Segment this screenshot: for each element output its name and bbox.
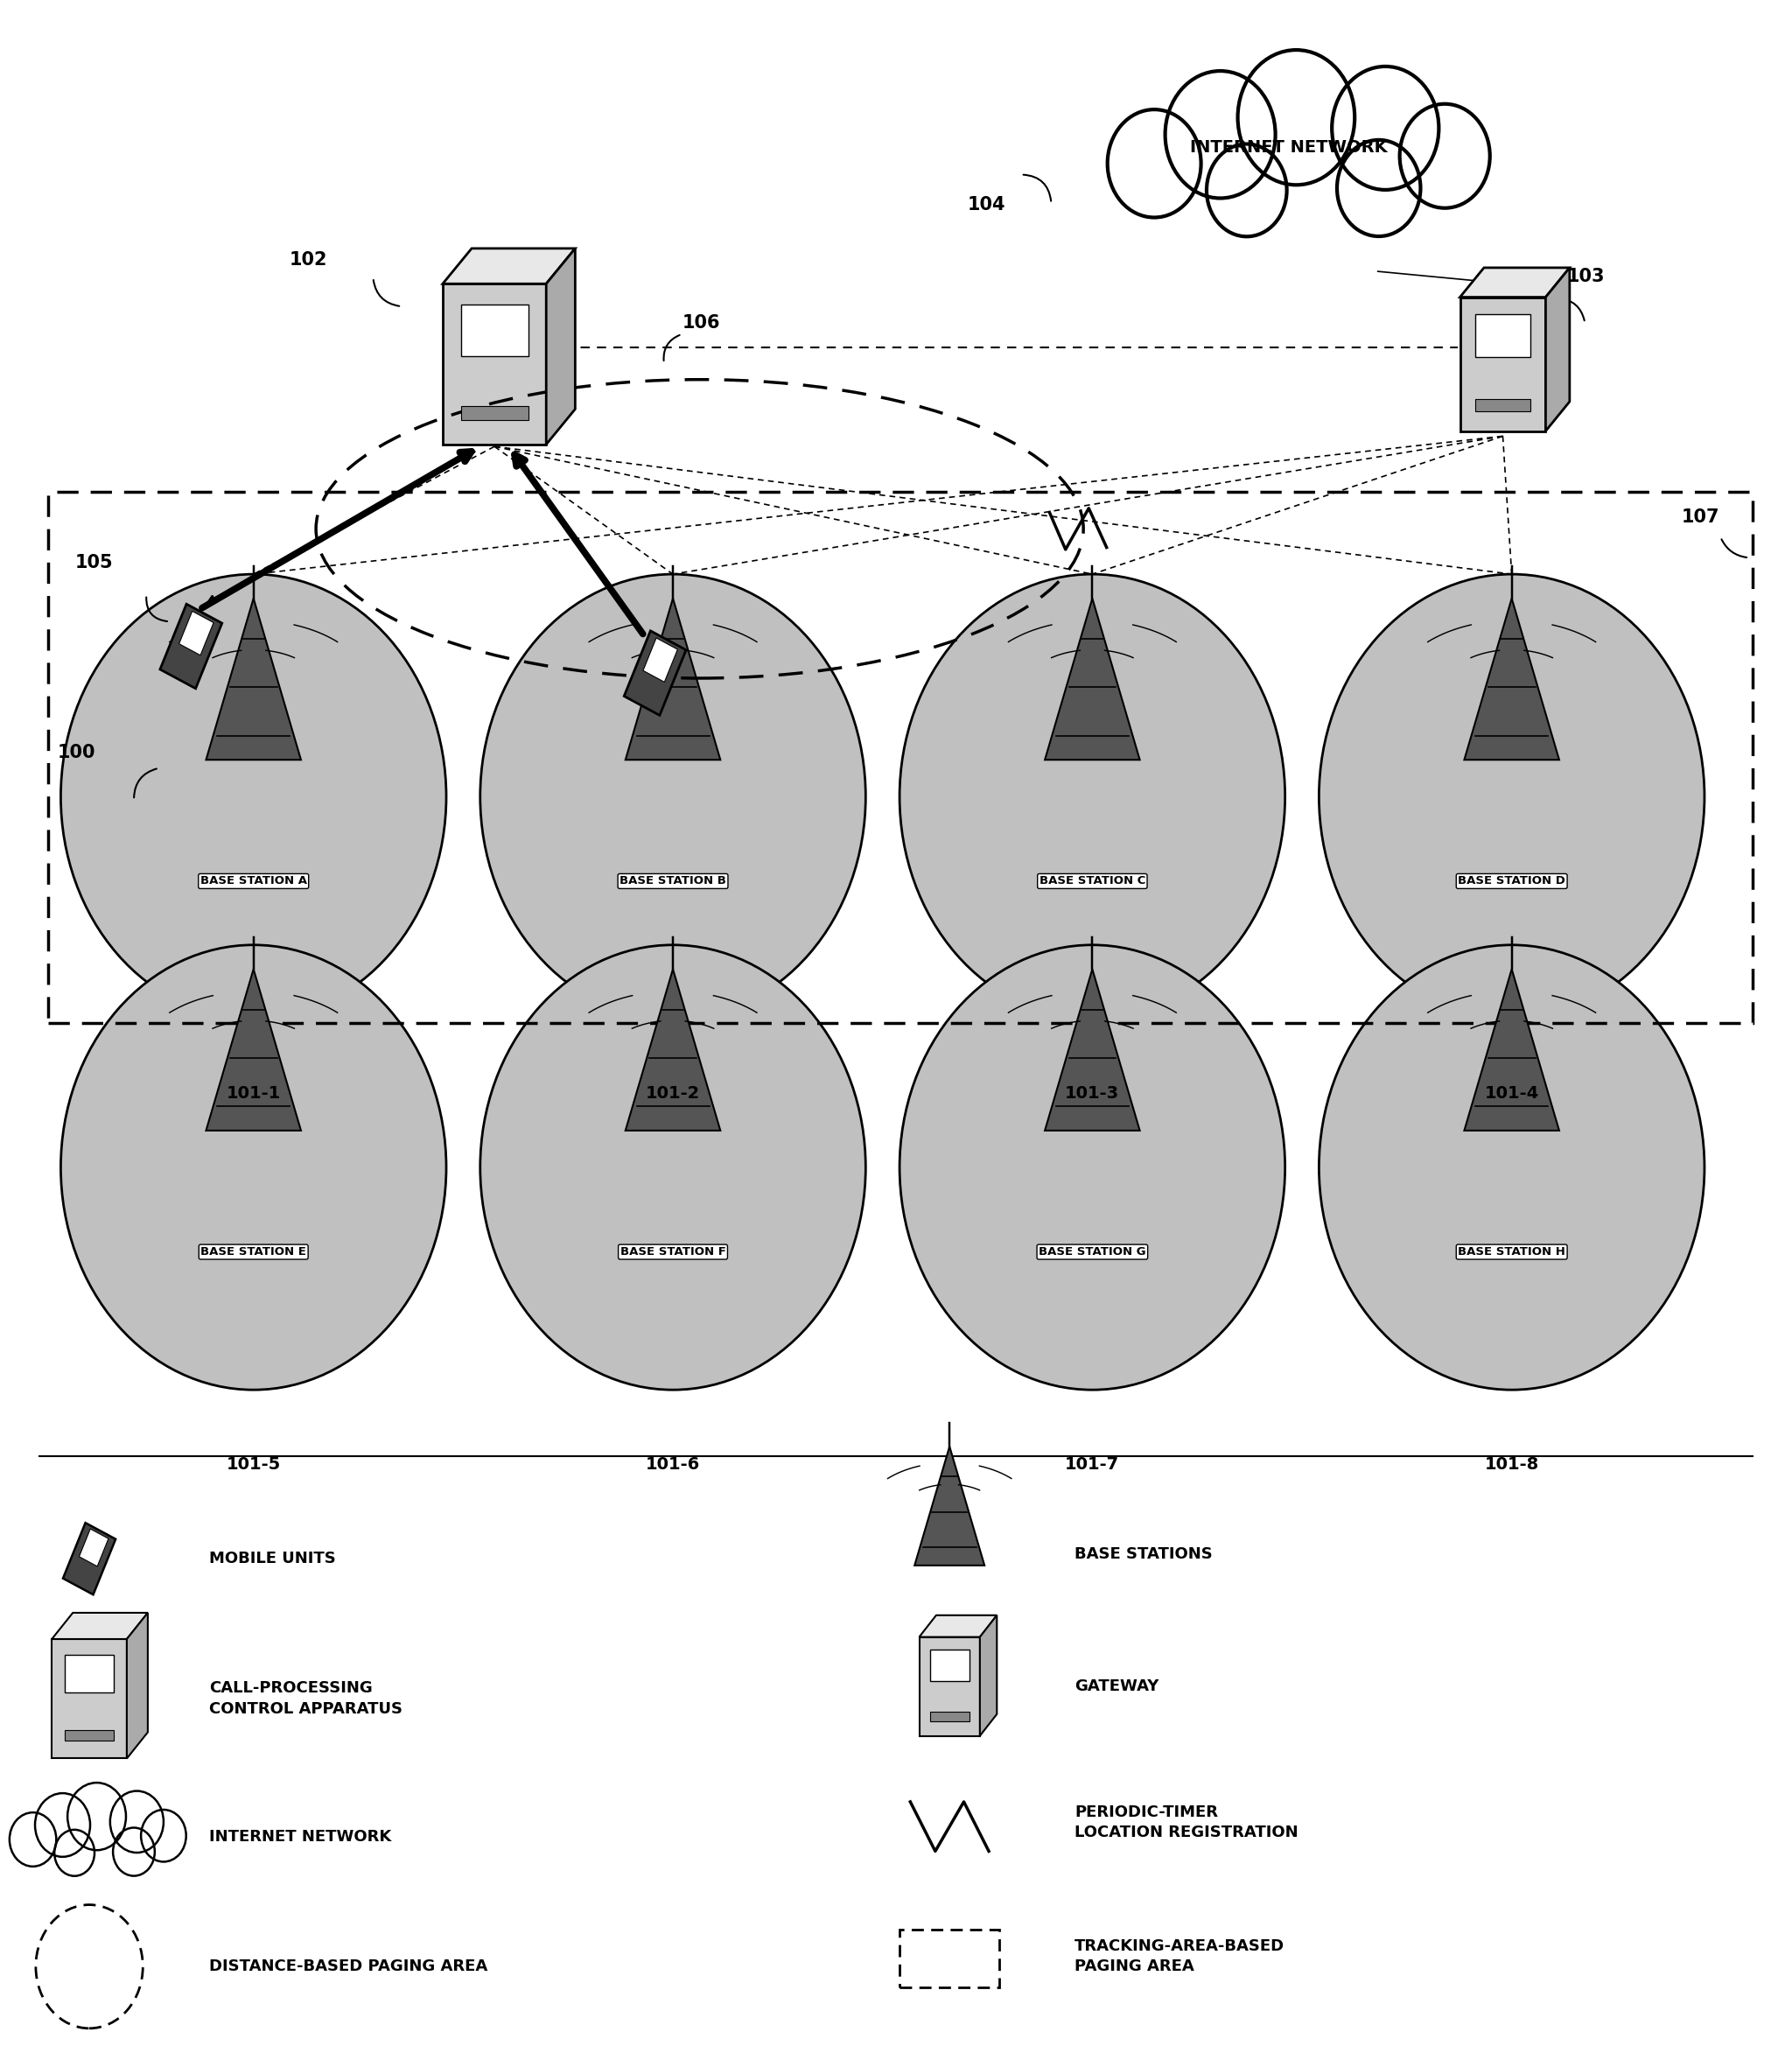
Text: 101-7: 101-7 [1064, 1455, 1120, 1472]
Text: 101-1: 101-1 [226, 1085, 281, 1102]
Text: INTERNET NETWORK: INTERNET NETWORK [1190, 138, 1387, 157]
Polygon shape [179, 612, 213, 655]
Text: 101-8: 101-8 [1484, 1455, 1539, 1472]
Polygon shape [1460, 298, 1546, 432]
Bar [1475, 314, 1530, 358]
Bar [1475, 399, 1530, 411]
Text: 101-2: 101-2 [645, 1085, 701, 1102]
Text: BASE STATION A: BASE STATION A [201, 876, 306, 887]
Circle shape [900, 945, 1285, 1389]
Text: TRACKING-AREA-BASED
PAGING AREA: TRACKING-AREA-BASED PAGING AREA [1075, 1939, 1285, 1974]
Polygon shape [79, 1530, 109, 1567]
Bar [930, 1649, 969, 1680]
Polygon shape [919, 1637, 980, 1736]
Text: 103: 103 [1566, 269, 1606, 285]
Bar [900, 1929, 1000, 1986]
Polygon shape [625, 969, 720, 1131]
Text: 101-3: 101-3 [1064, 1085, 1120, 1102]
Text: BASE STATION E: BASE STATION E [201, 1246, 306, 1257]
Text: 101-4: 101-4 [1484, 1085, 1539, 1102]
Text: 105: 105 [75, 554, 113, 570]
Bar [48, 492, 1753, 1023]
Circle shape [1206, 145, 1287, 236]
Text: PERIODIC-TIMER
LOCATION REGISTRATION: PERIODIC-TIMER LOCATION REGISTRATION [1075, 1804, 1297, 1840]
Circle shape [68, 1782, 125, 1850]
Circle shape [36, 1794, 90, 1856]
Circle shape [480, 945, 866, 1389]
Text: BASE STATION H: BASE STATION H [1459, 1246, 1566, 1257]
Polygon shape [1546, 269, 1570, 432]
Text: CALL-PROCESSING
CONTROL APPARATUS: CALL-PROCESSING CONTROL APPARATUS [210, 1680, 401, 1718]
Text: BASE STATION C: BASE STATION C [1039, 876, 1145, 887]
Bar [930, 1711, 969, 1722]
Text: BASE STATION D: BASE STATION D [1459, 876, 1566, 887]
Polygon shape [1045, 969, 1140, 1131]
Polygon shape [52, 1639, 127, 1759]
Text: 101-5: 101-5 [226, 1455, 281, 1472]
Polygon shape [206, 597, 301, 761]
Polygon shape [914, 1447, 984, 1565]
Text: 104: 104 [968, 196, 1005, 213]
Circle shape [1337, 141, 1421, 236]
Circle shape [1319, 945, 1704, 1389]
Polygon shape [63, 1523, 116, 1594]
Text: GATEWAY: GATEWAY [1075, 1678, 1159, 1695]
Polygon shape [206, 969, 301, 1131]
Text: 102: 102 [289, 252, 328, 269]
Text: 106: 106 [681, 314, 720, 331]
Polygon shape [1045, 597, 1140, 761]
Polygon shape [1464, 969, 1559, 1131]
Polygon shape [443, 283, 547, 444]
Circle shape [109, 1790, 163, 1852]
Text: 101-6: 101-6 [645, 1455, 701, 1472]
Circle shape [9, 1813, 56, 1867]
Circle shape [1107, 110, 1201, 217]
Polygon shape [443, 248, 575, 283]
Polygon shape [643, 639, 677, 682]
Polygon shape [624, 630, 686, 715]
Text: BASE STATIONS: BASE STATIONS [1075, 1546, 1213, 1563]
Bar [65, 1654, 113, 1693]
Text: MOBILE UNITS: MOBILE UNITS [210, 1550, 335, 1567]
Polygon shape [159, 604, 222, 688]
Circle shape [1331, 66, 1439, 190]
Polygon shape [127, 1612, 147, 1759]
Polygon shape [52, 1612, 147, 1639]
Text: INTERNET NETWORK: INTERNET NETWORK [210, 1829, 391, 1844]
Circle shape [1319, 575, 1704, 1019]
Polygon shape [1464, 597, 1559, 761]
Polygon shape [625, 597, 720, 761]
Bar [461, 304, 529, 356]
Text: 100: 100 [57, 744, 95, 761]
Circle shape [113, 1827, 154, 1877]
Circle shape [1165, 70, 1276, 198]
Circle shape [142, 1811, 186, 1862]
Circle shape [61, 575, 446, 1019]
Circle shape [1400, 103, 1489, 209]
Circle shape [61, 945, 446, 1389]
Polygon shape [547, 248, 575, 444]
Bar [461, 405, 529, 420]
Bar [65, 1730, 113, 1740]
Text: DISTANCE-BASED PAGING AREA: DISTANCE-BASED PAGING AREA [210, 1960, 487, 1974]
Polygon shape [919, 1614, 996, 1637]
Circle shape [54, 1829, 95, 1877]
Circle shape [480, 575, 866, 1019]
Text: 107: 107 [1681, 508, 1719, 527]
Circle shape [900, 575, 1285, 1019]
Polygon shape [1460, 269, 1570, 298]
Circle shape [1238, 50, 1355, 184]
Text: BASE STATION B: BASE STATION B [620, 876, 726, 887]
Polygon shape [980, 1614, 996, 1736]
Text: BASE STATION F: BASE STATION F [620, 1246, 726, 1257]
Text: BASE STATION G: BASE STATION G [1039, 1246, 1145, 1257]
